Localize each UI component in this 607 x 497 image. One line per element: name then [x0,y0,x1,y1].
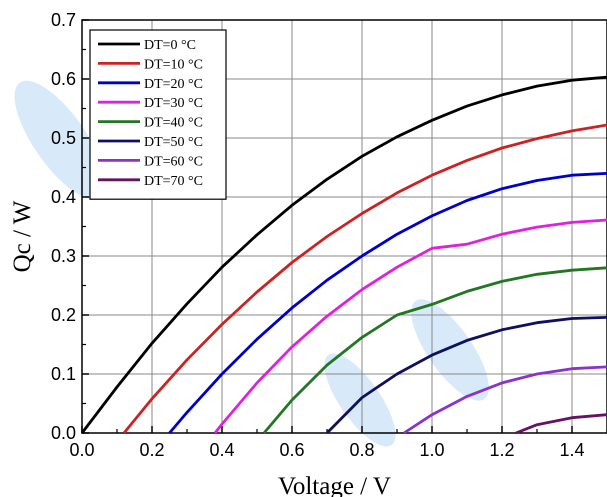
legend-label: DT=30 °C [144,96,203,111]
series-line [403,365,607,435]
y-axis-title: Qc / W [9,200,36,272]
x-axis-title: Voltage / V [278,473,391,497]
series-line [80,75,607,434]
x-tick-label: 0.4 [209,440,234,460]
legend-label: DT=40 °C [144,116,203,131]
y-tick-label: 0.5 [51,128,76,148]
legend-label: DT=20 °C [144,77,203,92]
series-line [326,316,607,434]
legend: DT=0 °C DT=10 °C DT=20 °C DT=30 °C DT=40 °C D… [89,29,227,200]
series-line [168,172,607,434]
series-line [122,123,607,434]
y-tick-label: 0.4 [51,187,76,207]
y-tick-label: 0.1 [51,364,76,384]
legend-label: DT=60 °C [144,154,203,169]
x-tick-label: 0.2 [139,440,164,460]
y-tick-label: 0.6 [51,69,76,89]
x-tick-label: 1.2 [489,440,514,460]
y-axis: 0.0 0.1 0.2 0.3 0.4 0.5 0.6 0.7 [51,10,89,443]
legend-label: DT=0 °C [144,38,196,53]
x-tick-label: 1.0 [419,440,444,460]
x-tick-label: 0.6 [279,440,304,460]
series-layer [80,75,607,435]
x-tick-label: 1.4 [559,440,584,460]
series-line [213,218,607,434]
series-line [262,266,607,434]
y-tick-label: 0.3 [51,246,76,266]
legend-box [89,29,227,200]
legend-label: DT=50 °C [144,135,203,150]
y-tick-label: 0.2 [51,305,76,325]
y-tick-label: 0.7 [51,10,76,30]
x-tick-label: 0.8 [349,440,374,460]
x-tick-label: 0.0 [69,440,94,460]
legend-label: DT=10 °C [144,57,203,72]
series-line [515,413,607,435]
legend-label: DT=70 °C [144,174,203,189]
grid [82,20,607,433]
y-tick-label: 0.0 [51,423,76,443]
x-axis: 0.0 0.2 0.4 0.6 0.8 1.0 1.2 1.4 [69,426,607,460]
